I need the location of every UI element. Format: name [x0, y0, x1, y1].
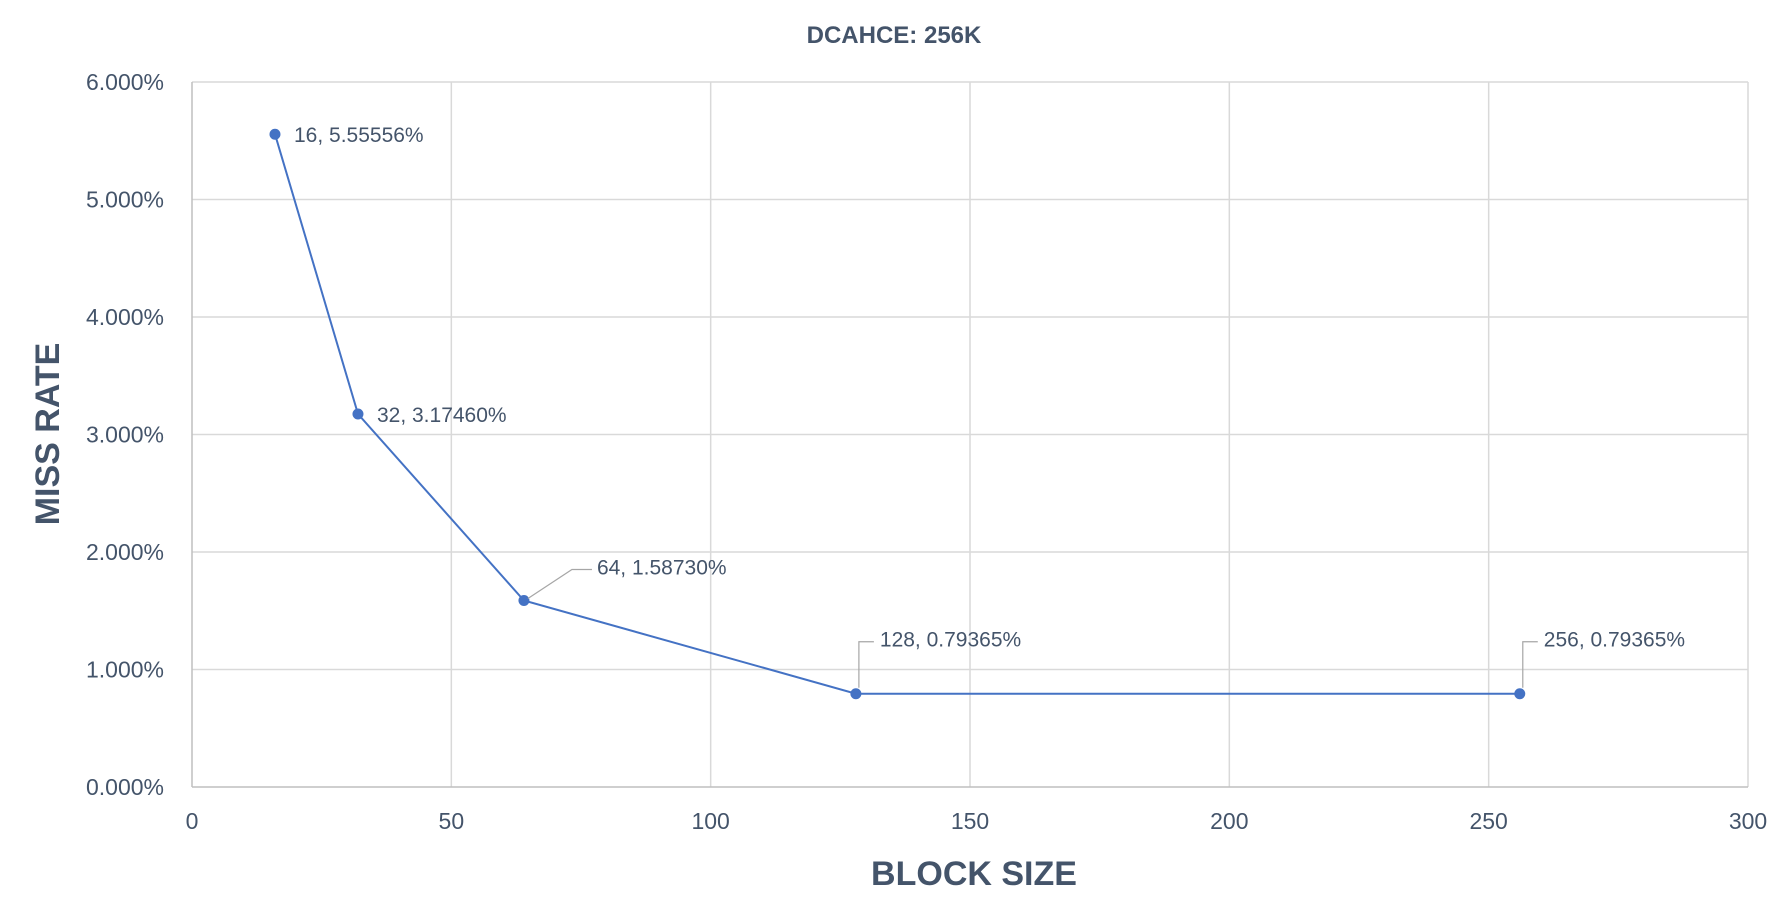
x-tick-label: 200 — [1210, 808, 1248, 834]
y-tick-label: 0.000% — [86, 774, 164, 800]
data-point — [850, 688, 862, 700]
data-label: 256, 0.79365% — [1544, 629, 1685, 652]
data-point — [518, 594, 530, 606]
x-tick-label: 300 — [1729, 808, 1767, 834]
x-tick-label: 0 — [186, 808, 199, 834]
data-label: 64, 1.58730% — [597, 556, 727, 579]
chart-title: DCAHCE: 256K — [807, 22, 982, 49]
y-tick-label: 6.000% — [86, 69, 164, 95]
data-label-leader — [527, 568, 592, 599]
gridlines — [192, 81, 1749, 787]
data-label-leader — [1522, 641, 1538, 688]
data-label: 128, 0.79365% — [880, 629, 1021, 652]
y-tick-label: 4.000% — [86, 304, 164, 330]
data-point — [1514, 688, 1526, 700]
data-label-leader — [858, 641, 874, 688]
y-axis-title: MISS RATE — [29, 343, 67, 526]
x-tick-label: 250 — [1469, 808, 1507, 834]
x-tick-label: 150 — [951, 808, 989, 834]
y-tick-label: 1.000% — [86, 657, 164, 683]
y-tick-label: 3.000% — [86, 422, 164, 448]
x-tick-label: 50 — [439, 808, 465, 834]
data-series — [269, 128, 1526, 700]
x-tick-label: 100 — [691, 808, 729, 834]
axes: 0.000% 1.000% 2.000% 3.000% 4.000% 5.000% 6.00… — [86, 69, 1767, 834]
y-tick-label: 5.000% — [86, 187, 164, 213]
data-label: 32, 3.17460% — [377, 404, 507, 427]
data-labels: 16, 5.55556% 32, 3.17460% 64, 1.58730% 128,… — [294, 124, 1685, 688]
data-point — [352, 408, 364, 420]
data-point — [269, 128, 281, 140]
x-axis-title: BLOCK SIZE — [871, 855, 1077, 893]
data-label: 16, 5.55556% — [294, 124, 424, 147]
y-tick-label: 2.000% — [86, 539, 164, 565]
